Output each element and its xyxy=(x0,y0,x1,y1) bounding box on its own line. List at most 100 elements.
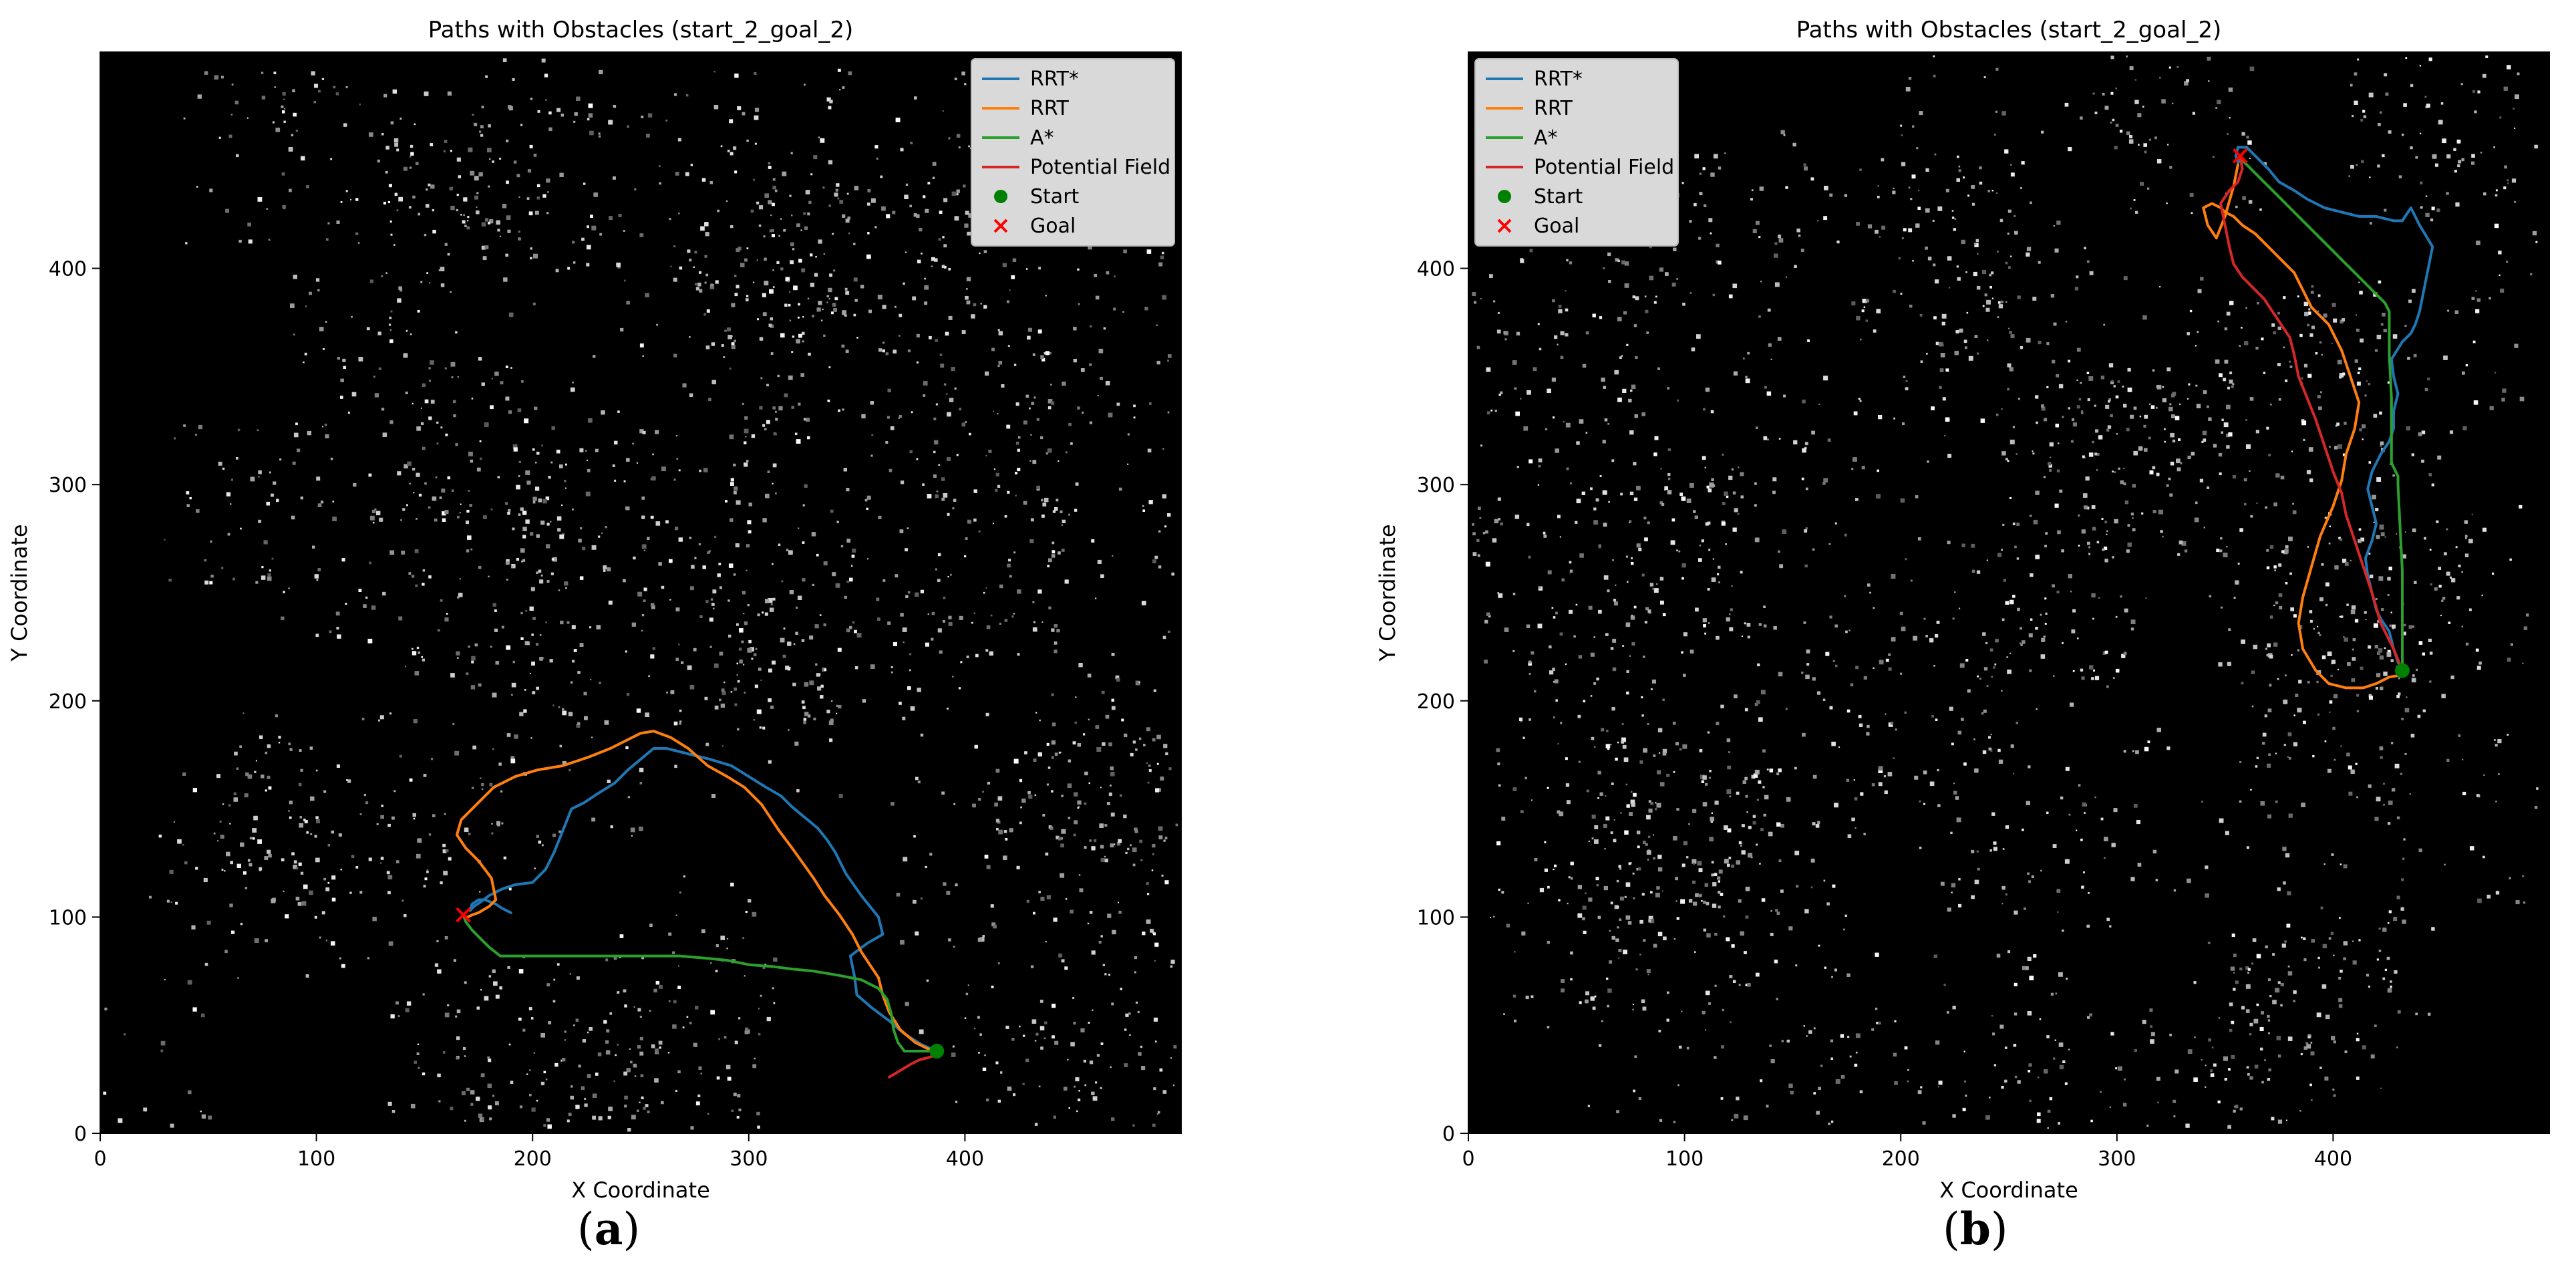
obstacle-speckle xyxy=(1838,746,1840,748)
obstacle-speckle xyxy=(568,1113,572,1117)
obstacle-speckle xyxy=(565,463,567,466)
obstacle-speckle xyxy=(1756,843,1758,846)
obstacle-speckle xyxy=(1991,271,1994,275)
obstacle-speckle xyxy=(2291,654,2293,656)
obstacle-speckle xyxy=(365,596,368,599)
obstacle-speckle xyxy=(2216,549,2220,553)
obstacle-speckle xyxy=(1847,834,1852,838)
obstacle-speckle xyxy=(805,190,810,194)
obstacle-speckle xyxy=(2303,958,2307,962)
obstacle-speckle xyxy=(2515,94,2519,100)
obstacle-speckle xyxy=(698,543,701,546)
obstacle-speckle xyxy=(1585,432,1588,434)
chart-panel-b: 0 100 200 300 400 0 100 200 300 400 Paths with Obs… xyxy=(1288,0,2576,1283)
obstacle-speckle xyxy=(1758,780,1762,784)
obstacle-speckle xyxy=(2365,619,2367,621)
obstacle-speckle xyxy=(1712,882,1717,887)
obstacle-speckle xyxy=(2431,483,2434,486)
obstacle-speckle xyxy=(2477,898,2482,903)
obstacle-speckle xyxy=(2223,1056,2228,1061)
obstacle-speckle xyxy=(393,790,396,793)
obstacle-speckle xyxy=(1607,988,1612,993)
obstacle-speckle xyxy=(2086,260,2090,263)
obstacle-speckle xyxy=(2102,548,2105,551)
obstacle-speckle xyxy=(2384,73,2388,77)
obstacle-speckle xyxy=(842,310,846,315)
obstacle-speckle xyxy=(488,975,492,978)
obstacle-speckle xyxy=(551,558,554,561)
obstacle-speckle xyxy=(2195,501,2198,505)
obstacle-speckle xyxy=(1675,877,1679,881)
obstacle-speckle xyxy=(2045,612,2048,615)
obstacle-speckle xyxy=(794,741,799,746)
obstacle-speckle xyxy=(1100,1087,1102,1089)
obstacle-speckle xyxy=(2106,917,2110,921)
obstacle-speckle xyxy=(828,366,831,369)
obstacle-speckle xyxy=(1592,1006,1596,1010)
obstacle-speckle xyxy=(381,805,383,807)
obstacle-speckle xyxy=(601,532,603,535)
obstacle-speckle xyxy=(2065,321,2068,323)
obstacle-speckle xyxy=(2277,887,2281,891)
obstacle-speckle xyxy=(978,530,981,533)
obstacle-speckle xyxy=(2094,797,2096,799)
obstacle-speckle xyxy=(450,362,456,367)
obstacle-speckle xyxy=(191,925,196,930)
obstacle-speckle xyxy=(1892,190,1896,194)
obstacle-speckle xyxy=(746,247,749,250)
obstacle-speckle xyxy=(428,833,432,836)
obstacle-speckle xyxy=(478,357,482,361)
obstacle-speckle xyxy=(2020,186,2022,190)
obstacle-speckle xyxy=(536,184,540,188)
obstacle-speckle xyxy=(2514,127,2516,129)
obstacle-speckle xyxy=(1675,900,1677,902)
obstacle-speckle xyxy=(1137,1010,1140,1014)
obstacle-speckle xyxy=(200,1111,202,1113)
obstacle-speckle xyxy=(464,1119,466,1122)
obstacle-speckle xyxy=(1496,841,1501,846)
obstacle-speckle xyxy=(1913,635,1918,641)
obstacle-speckle xyxy=(1493,915,1495,917)
y-tick-label: 0 xyxy=(74,1123,87,1146)
obstacle-speckle xyxy=(2310,1051,2315,1056)
obstacle-speckle xyxy=(1496,748,1500,752)
obstacle-speckle xyxy=(1642,841,1646,845)
obstacle-speckle xyxy=(432,229,436,234)
obstacle-speckle xyxy=(329,630,332,633)
obstacle-speckle xyxy=(2317,294,2321,297)
obstacle-speckle xyxy=(1171,572,1174,576)
obstacle-speckle xyxy=(1132,847,1137,853)
obstacle-speckle xyxy=(968,213,973,218)
obstacle-speckle xyxy=(347,779,351,783)
obstacle-speckle xyxy=(985,712,989,716)
obstacle-speckle xyxy=(701,178,706,182)
obstacle-speckle xyxy=(1873,607,1875,609)
obstacle-speckle xyxy=(1005,1025,1009,1029)
obstacle-speckle xyxy=(1629,655,1631,657)
obstacle-speckle xyxy=(2283,346,2285,349)
obstacle-speckle xyxy=(1159,1068,1163,1072)
obstacle-speckle xyxy=(2331,1036,2336,1040)
obstacle-speckle xyxy=(1738,984,1741,986)
obstacle-speckle xyxy=(670,690,675,694)
obstacle-speckle xyxy=(841,344,845,348)
obstacle-speckle xyxy=(2285,545,2289,549)
obstacle-speckle xyxy=(757,1125,760,1129)
obstacle-speckle xyxy=(397,298,401,303)
obstacle-speckle xyxy=(679,891,681,894)
obstacle-speckle xyxy=(500,381,504,385)
obstacle-speckle xyxy=(505,366,508,368)
obstacle-speckle xyxy=(1917,1090,1922,1095)
obstacle-speckle xyxy=(1582,364,1587,368)
obstacle-speckle xyxy=(997,484,1001,488)
obstacle-speckle xyxy=(689,684,695,690)
obstacle-speckle xyxy=(1775,909,1778,912)
obstacle-speckle xyxy=(1570,978,1573,981)
obstacle-speckle xyxy=(518,1017,522,1021)
obstacle-speckle xyxy=(1607,1004,1609,1008)
obstacle-speckle xyxy=(2376,535,2380,539)
obstacle-speckle xyxy=(503,856,506,860)
obstacle-speckle xyxy=(2117,380,2120,383)
obstacle-speckle xyxy=(2207,942,2211,944)
obstacle-speckle xyxy=(1724,152,1726,154)
